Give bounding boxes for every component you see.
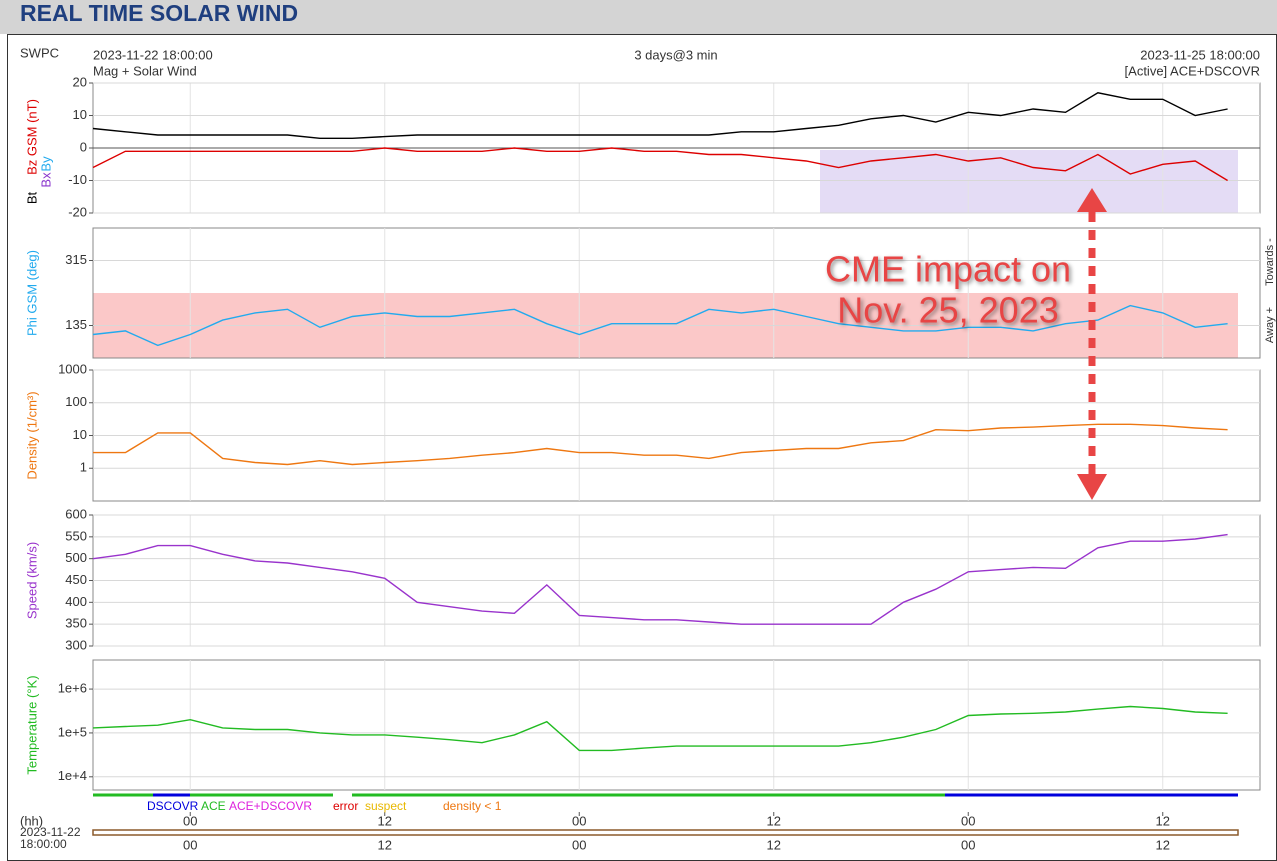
x-tick-label: 00 bbox=[572, 813, 586, 828]
plot-area bbox=[92, 227, 1261, 359]
x-tick-label: 12 bbox=[378, 813, 392, 828]
footer-date: 2023-11-22 bbox=[20, 825, 81, 839]
y-tick-label: 400 bbox=[65, 594, 87, 609]
x-tick-label: 00 bbox=[572, 837, 586, 852]
y-axis-label: Phi GSM (deg) bbox=[24, 250, 39, 336]
y-axis-label: By bbox=[38, 156, 53, 172]
source: [Active] ACE+DSCOVR bbox=[1125, 63, 1260, 78]
legend-entry: DSCOVR bbox=[147, 799, 199, 813]
series-line bbox=[92, 147, 1228, 182]
y-axis-label: Bz GSM (nT) bbox=[24, 99, 39, 175]
y-tick-label: -10 bbox=[68, 172, 87, 187]
away-label: Away + bbox=[1264, 307, 1276, 343]
arrow-head bbox=[1077, 474, 1107, 500]
y-tick-label: 550 bbox=[65, 528, 87, 543]
y-axis-label: Bt bbox=[24, 191, 39, 204]
y-tick-label: 1e+4 bbox=[58, 768, 87, 783]
legend-entry: suspect bbox=[365, 799, 407, 813]
end-time: 2023-11-25 18:00:00 bbox=[1140, 47, 1260, 62]
annotation: Nov. 25, 2023 bbox=[837, 290, 1058, 331]
x-tick-label: 12 bbox=[378, 837, 392, 852]
y-tick-label: 600 bbox=[65, 506, 87, 521]
y-tick-label: 500 bbox=[65, 550, 87, 565]
y-tick-label: 300 bbox=[65, 637, 87, 652]
y-tick-label: 1e+6 bbox=[58, 681, 87, 696]
footer-time: 18:00:00 bbox=[20, 837, 67, 851]
source-legend: DSCOVR ACE ACE+DSCOVR error suspect density <… bbox=[147, 799, 502, 813]
series-line bbox=[92, 705, 1228, 752]
timeline-bar bbox=[92, 829, 1239, 836]
legend-entry: density < 1 bbox=[443, 799, 502, 813]
plot-area bbox=[92, 659, 1261, 791]
y-tick-label: 1e+5 bbox=[58, 724, 87, 739]
y-tick-label: 0 bbox=[80, 139, 87, 154]
subtitle: Mag + Solar Wind bbox=[93, 63, 197, 78]
page-title: REAL TIME SOLAR WIND bbox=[20, 0, 298, 26]
start-time: 2023-11-22 18:00:00 bbox=[93, 47, 213, 62]
x-tick-label: 12 bbox=[1156, 813, 1170, 828]
y-tick-label: 1 bbox=[80, 460, 87, 475]
y-axis-label: Density (1/cm³) bbox=[24, 391, 39, 479]
y-tick-label: 1000 bbox=[58, 361, 87, 376]
y-tick-label: 450 bbox=[65, 572, 87, 587]
y-tick-label: -20 bbox=[68, 204, 87, 219]
y-tick-label: 135 bbox=[65, 317, 87, 332]
annotation: CME impact on bbox=[825, 249, 1071, 290]
southward-shade bbox=[820, 150, 1238, 213]
x-tick-label: 00 bbox=[183, 813, 197, 828]
series-line bbox=[92, 533, 1228, 625]
x-tick-label: 00 bbox=[961, 837, 975, 852]
series-line bbox=[92, 304, 1228, 347]
y-tick-label: 100 bbox=[65, 394, 87, 409]
x-tick-label: 12 bbox=[1156, 837, 1170, 852]
x-tick-label: 12 bbox=[767, 837, 781, 852]
x-tick-label: 12 bbox=[767, 813, 781, 828]
legend-entry: ACE bbox=[201, 799, 226, 813]
series-line bbox=[93, 423, 1228, 466]
cme-arrow bbox=[1077, 188, 1107, 500]
org: SWPC bbox=[20, 45, 59, 60]
y-axis-label: Bx bbox=[38, 172, 53, 188]
title-bar bbox=[0, 0, 1277, 34]
legend-entry: error bbox=[333, 799, 358, 813]
x-tick-label: 00 bbox=[961, 813, 975, 828]
arrow-head bbox=[1077, 188, 1107, 212]
hh-label: (hh) bbox=[20, 813, 43, 828]
y-axis-label: Temperature (°K) bbox=[24, 675, 39, 774]
y-tick-label: 10 bbox=[73, 107, 87, 122]
series-line bbox=[92, 92, 1228, 139]
y-tick-label: 350 bbox=[65, 616, 87, 631]
legend-entry: ACE+DSCOVR bbox=[229, 799, 312, 813]
towards-label: Towards - bbox=[1264, 238, 1276, 286]
span: 3 days@3 min bbox=[634, 47, 717, 62]
y-tick-label: 20 bbox=[73, 74, 87, 89]
y-axis-label: Speed (km/s) bbox=[24, 542, 39, 619]
y-tick-label: 10 bbox=[73, 427, 87, 442]
x-tick-label: 00 bbox=[183, 837, 197, 852]
y-tick-label: 315 bbox=[65, 252, 87, 267]
